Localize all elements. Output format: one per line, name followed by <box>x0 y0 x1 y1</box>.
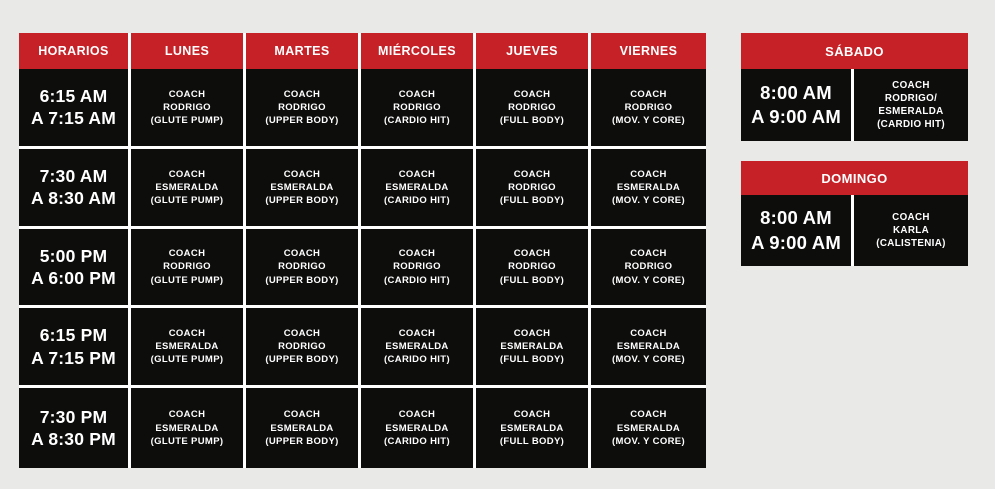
class-cell: COACH KARLA (CALISTENIA) <box>854 195 968 266</box>
class-cell: COACH RODRIGO (MOV. Y CORE) <box>591 228 706 309</box>
time-slot-cell: 8:00 AM A 9:00 AM <box>741 69 854 141</box>
saturday-schedule-table: SÁBADO 8:00 AM A 9:00 AM COACH RODRIGO/ … <box>741 33 968 141</box>
class-cell: COACH RODRIGO (FULL BODY) <box>476 228 591 309</box>
class-cell: COACH RODRIGO (GLUTE PUMP) <box>131 69 246 149</box>
class-cell: COACH RODRIGO/ ESMERALDA (CARDIO HIT) <box>854 69 968 141</box>
class-cell: COACH RODRIGO (MOV. Y CORE) <box>591 69 706 149</box>
class-cell: COACH ESMERALDA (CARIDO HIT) <box>361 308 476 389</box>
weekday-schedule-table: HORARIOS LUNES MARTES MIÉRCOLES JUEVES V… <box>19 33 706 468</box>
sunday-schedule-table: DOMINGO 8:00 AM A 9:00 AM COACH KARLA (C… <box>741 161 968 266</box>
sunday-body: 8:00 AM A 9:00 AM COACH KARLA (CALISTENI… <box>741 195 968 266</box>
time-slot-cell: 7:30 PM A 8:30 PM <box>19 388 131 468</box>
column-header-lunes: LUNES <box>131 33 246 69</box>
class-cell: COACH RODRIGO (FULL BODY) <box>476 69 591 149</box>
class-cell: COACH RODRIGO (FULL BODY) <box>476 148 591 229</box>
time-slot-cell: 5:00 PM A 6:00 PM <box>19 228 131 309</box>
time-slot-cell: 8:00 AM A 9:00 AM <box>741 195 854 266</box>
saturday-header: SÁBADO <box>741 33 968 69</box>
time-slot-cell: 6:15 PM A 7:15 PM <box>19 308 131 389</box>
class-cell: COACH ESMERALDA (MOV. Y CORE) <box>591 388 706 468</box>
class-cell: COACH ESMERALDA (CARIDO HIT) <box>361 388 476 468</box>
saturday-body: 8:00 AM A 9:00 AM COACH RODRIGO/ ESMERAL… <box>741 69 968 141</box>
column-header-miercoles: MIÉRCOLES <box>361 33 476 69</box>
class-cell: COACH RODRIGO (CARDIO HIT) <box>361 228 476 309</box>
class-cell: COACH ESMERALDA (FULL BODY) <box>476 388 591 468</box>
class-cell: COACH RODRIGO (UPPER BODY) <box>246 228 361 309</box>
column-header-viernes: VIERNES <box>591 33 706 69</box>
class-cell: COACH ESMERALDA (GLUTE PUMP) <box>131 388 246 468</box>
class-cell: COACH ESMERALDA (MOV. Y CORE) <box>591 308 706 389</box>
class-cell: COACH RODRIGO (GLUTE PUMP) <box>131 228 246 309</box>
class-cell: COACH ESMERALDA (CARIDO HIT) <box>361 148 476 229</box>
column-header-jueves: JUEVES <box>476 33 591 69</box>
class-cell: COACH ESMERALDA (MOV. Y CORE) <box>591 148 706 229</box>
class-cell: COACH RODRIGO (UPPER BODY) <box>246 308 361 389</box>
sunday-header: DOMINGO <box>741 161 968 195</box>
class-cell: COACH ESMERALDA (UPPER BODY) <box>246 148 361 229</box>
time-slot-cell: 7:30 AM A 8:30 AM <box>19 148 131 229</box>
class-cell: COACH ESMERALDA (GLUTE PUMP) <box>131 308 246 389</box>
time-slot-cell: 6:15 AM A 7:15 AM <box>19 69 131 149</box>
class-cell: COACH ESMERALDA (UPPER BODY) <box>246 388 361 468</box>
class-cell: COACH RODRIGO (UPPER BODY) <box>246 69 361 149</box>
column-header-horarios: HORARIOS <box>19 33 131 69</box>
class-cell: COACH ESMERALDA (FULL BODY) <box>476 308 591 389</box>
class-cell: COACH RODRIGO (CARDIO HIT) <box>361 69 476 149</box>
class-cell: COACH ESMERALDA (GLUTE PUMP) <box>131 148 246 229</box>
column-header-martes: MARTES <box>246 33 361 69</box>
